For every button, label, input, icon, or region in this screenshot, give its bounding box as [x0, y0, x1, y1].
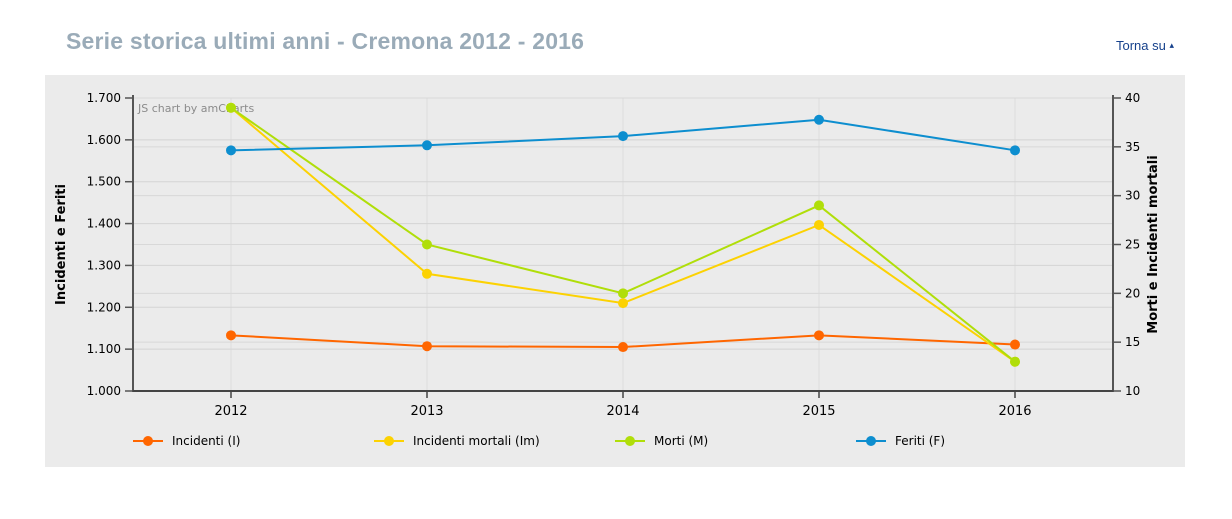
left-axis-tick-label: 1.100: [87, 342, 121, 356]
data-point-feriti-2016[interactable]: [1010, 145, 1020, 156]
legend-marker-incidenti-mortali: [374, 435, 404, 447]
data-point-morti-2016[interactable]: [1010, 356, 1020, 367]
data-point-incidenti-mortali-2015[interactable]: [814, 219, 824, 230]
legend-item-incidenti[interactable]: Incidenti (I): [133, 431, 374, 451]
chart-panel: 1.000 1.100 1.200 1.300 1.400 1.500 1.600 1.700…: [45, 75, 1185, 467]
data-point-morti-2012[interactable]: [226, 102, 236, 113]
legend-item-morti[interactable]: Morti (M): [615, 431, 856, 451]
arrow-up-icon: ▴: [1169, 40, 1174, 50]
data-point-incidenti-2015[interactable]: [814, 330, 824, 341]
x-axis-tick-label: 2015: [802, 404, 835, 419]
legend-label-morti: Morti (M): [654, 434, 709, 448]
chart-legend: Incidenti (I) Incidenti mortali (Im) Morti…: [133, 431, 1113, 451]
data-point-incidenti-2014[interactable]: [618, 342, 628, 353]
right-axis-tick-label: 35: [1125, 140, 1140, 154]
data-point-incidenti-mortali-2014[interactable]: [618, 298, 628, 309]
legend-marker-dot: [625, 436, 635, 446]
legend-marker-morti: [615, 435, 645, 447]
data-point-feriti-2013[interactable]: [422, 140, 432, 151]
right-axis-tick-label: 20: [1125, 286, 1140, 300]
legend-marker-dot: [866, 436, 876, 446]
right-axis-tick-label: 40: [1125, 91, 1140, 105]
legend-item-feriti[interactable]: Feriti (F): [856, 431, 1097, 451]
data-point-morti-2013[interactable]: [422, 239, 432, 250]
left-axis-tick-label: 1.700: [87, 91, 121, 105]
left-axis-tick-label: 1.600: [87, 133, 121, 147]
data-point-incidenti-2013[interactable]: [422, 341, 432, 352]
legend-marker-dot: [384, 436, 394, 446]
right-axis-tick-label: 25: [1125, 238, 1140, 252]
x-axis-tick-label: 2012: [214, 404, 247, 419]
back-to-top-label: Torna su: [1115, 38, 1166, 53]
data-point-feriti-2014[interactable]: [618, 131, 628, 142]
left-axis-title: Incidenti e Feriti: [54, 184, 69, 305]
amcharts-watermark-link[interactable]: JS chart by amCharts: [137, 102, 254, 115]
legend-marker-dot: [143, 436, 153, 446]
page-title: Serie storica ultimi anni - Cremona 2012…: [66, 28, 585, 54]
x-axis-tick-label: 2016: [998, 404, 1031, 419]
data-point-feriti-2012[interactable]: [226, 145, 236, 156]
data-point-incidenti-2012[interactable]: [226, 330, 236, 341]
right-axis-tick-label: 15: [1125, 335, 1140, 349]
right-axis-tick-label: 30: [1125, 189, 1140, 203]
data-point-incidenti-2016[interactable]: [1010, 339, 1020, 350]
x-axis-tick-label: 2013: [410, 404, 443, 419]
legend-marker-feriti: [856, 435, 886, 447]
data-point-feriti-2015[interactable]: [814, 114, 824, 125]
right-axis-tick-label: 10: [1125, 384, 1140, 398]
back-to-top-link[interactable]: Torna su ▴: [1116, 38, 1174, 53]
data-point-morti-2015[interactable]: [814, 200, 824, 211]
legend-item-incidenti-mortali[interactable]: Incidenti mortali (Im): [374, 431, 615, 451]
line-chart: 1.000 1.100 1.200 1.300 1.400 1.500 1.600 1.700…: [54, 91, 1161, 419]
data-point-morti-2014[interactable]: [618, 288, 628, 299]
right-axis-title: Morti e Incidenti mortali: [1146, 155, 1161, 333]
x-axis-tick-label: 2014: [606, 404, 639, 419]
data-point-incidenti-mortali-2013[interactable]: [422, 268, 432, 279]
left-axis-tick-label: 1.000: [87, 384, 121, 398]
legend-label-incidenti: Incidenti (I): [172, 434, 241, 448]
left-axis-tick-label: 1.500: [87, 175, 121, 189]
legend-label-incidenti-mortali: Incidenti mortali (Im): [413, 434, 540, 448]
left-axis-tick-label: 1.200: [87, 300, 121, 314]
legend-marker-incidenti: [133, 435, 163, 447]
left-axis-tick-label: 1.300: [87, 258, 121, 272]
legend-label-feriti: Feriti (F): [895, 434, 946, 448]
left-axis-tick-label: 1.400: [87, 217, 121, 231]
